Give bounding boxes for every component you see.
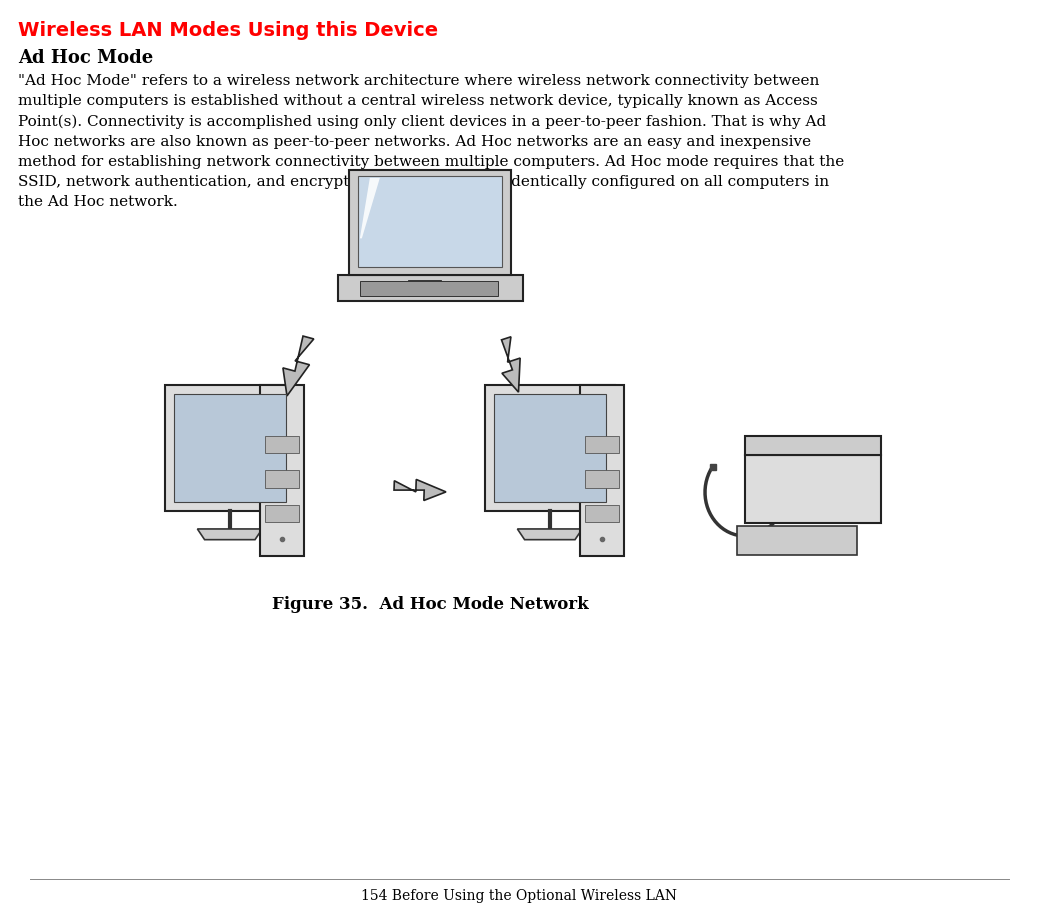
- Polygon shape: [517, 529, 582, 540]
- Polygon shape: [265, 437, 299, 453]
- Polygon shape: [338, 274, 523, 301]
- Polygon shape: [357, 176, 502, 267]
- Polygon shape: [265, 505, 299, 522]
- Text: Figure 35.  Ad Hoc Mode Network: Figure 35. Ad Hoc Mode Network: [271, 596, 588, 613]
- Polygon shape: [265, 471, 299, 487]
- Polygon shape: [165, 385, 295, 511]
- Polygon shape: [494, 393, 606, 502]
- Polygon shape: [502, 337, 521, 392]
- Polygon shape: [407, 280, 442, 296]
- Polygon shape: [261, 385, 303, 556]
- Text: 154 Before Using the Optional Wireless LAN: 154 Before Using the Optional Wireless L…: [361, 889, 677, 903]
- Polygon shape: [737, 526, 857, 554]
- Polygon shape: [394, 480, 446, 500]
- Polygon shape: [359, 282, 499, 296]
- Text: Ad Hoc Mode: Ad Hoc Mode: [18, 49, 153, 67]
- Polygon shape: [585, 437, 619, 453]
- Polygon shape: [485, 385, 615, 511]
- Polygon shape: [745, 455, 881, 523]
- Polygon shape: [349, 170, 511, 274]
- Text: "Ad Hoc Mode" refers to a wireless network architecture where wireless network c: "Ad Hoc Mode" refers to a wireless netwo…: [18, 74, 845, 209]
- Polygon shape: [197, 529, 262, 540]
- Polygon shape: [585, 471, 619, 487]
- Polygon shape: [283, 336, 314, 396]
- Polygon shape: [359, 178, 380, 239]
- Polygon shape: [581, 385, 623, 556]
- Text: Wireless LAN Modes Using this Device: Wireless LAN Modes Using this Device: [18, 21, 438, 40]
- Polygon shape: [745, 436, 881, 455]
- Polygon shape: [174, 393, 286, 502]
- Polygon shape: [585, 505, 619, 522]
